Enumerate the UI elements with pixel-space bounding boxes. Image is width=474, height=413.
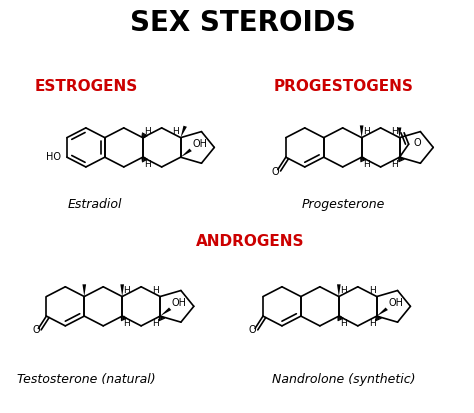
Text: OH: OH xyxy=(388,298,403,308)
Text: H: H xyxy=(173,128,179,136)
Text: H: H xyxy=(124,286,130,295)
Text: SEX STEROIDS: SEX STEROIDS xyxy=(130,9,356,37)
Polygon shape xyxy=(181,149,192,157)
Text: H: H xyxy=(340,319,347,328)
Text: O: O xyxy=(272,166,279,177)
Polygon shape xyxy=(120,284,124,297)
Text: O: O xyxy=(249,325,256,335)
Text: H: H xyxy=(392,161,398,169)
Polygon shape xyxy=(181,126,187,138)
Text: O: O xyxy=(32,325,40,335)
Text: H: H xyxy=(152,286,159,295)
Text: PROGESTOGENS: PROGESTOGENS xyxy=(273,79,413,94)
Text: Progesterone: Progesterone xyxy=(302,198,385,211)
Text: Testosterone (natural): Testosterone (natural) xyxy=(17,373,155,386)
Text: Estradiol: Estradiol xyxy=(68,198,122,211)
Polygon shape xyxy=(377,308,388,316)
Text: HO: HO xyxy=(46,152,62,162)
Text: OH: OH xyxy=(192,139,207,149)
Text: H: H xyxy=(144,128,151,136)
Polygon shape xyxy=(82,284,86,297)
Text: O: O xyxy=(413,138,421,148)
Text: Nandrolone (synthetic): Nandrolone (synthetic) xyxy=(272,373,415,386)
Text: H: H xyxy=(369,286,375,295)
Polygon shape xyxy=(160,308,171,316)
Text: H: H xyxy=(363,128,370,136)
Text: H: H xyxy=(392,128,398,136)
Polygon shape xyxy=(337,284,341,297)
Polygon shape xyxy=(398,128,401,138)
Text: H: H xyxy=(152,319,159,328)
Text: H: H xyxy=(144,161,151,169)
Polygon shape xyxy=(360,126,364,138)
Text: OH: OH xyxy=(172,298,186,308)
Text: H: H xyxy=(363,161,370,169)
Text: ANDROGENS: ANDROGENS xyxy=(196,234,304,249)
Text: H: H xyxy=(124,319,130,328)
Text: H: H xyxy=(369,319,375,328)
Text: ESTROGENS: ESTROGENS xyxy=(34,79,137,94)
Text: H: H xyxy=(340,286,347,295)
